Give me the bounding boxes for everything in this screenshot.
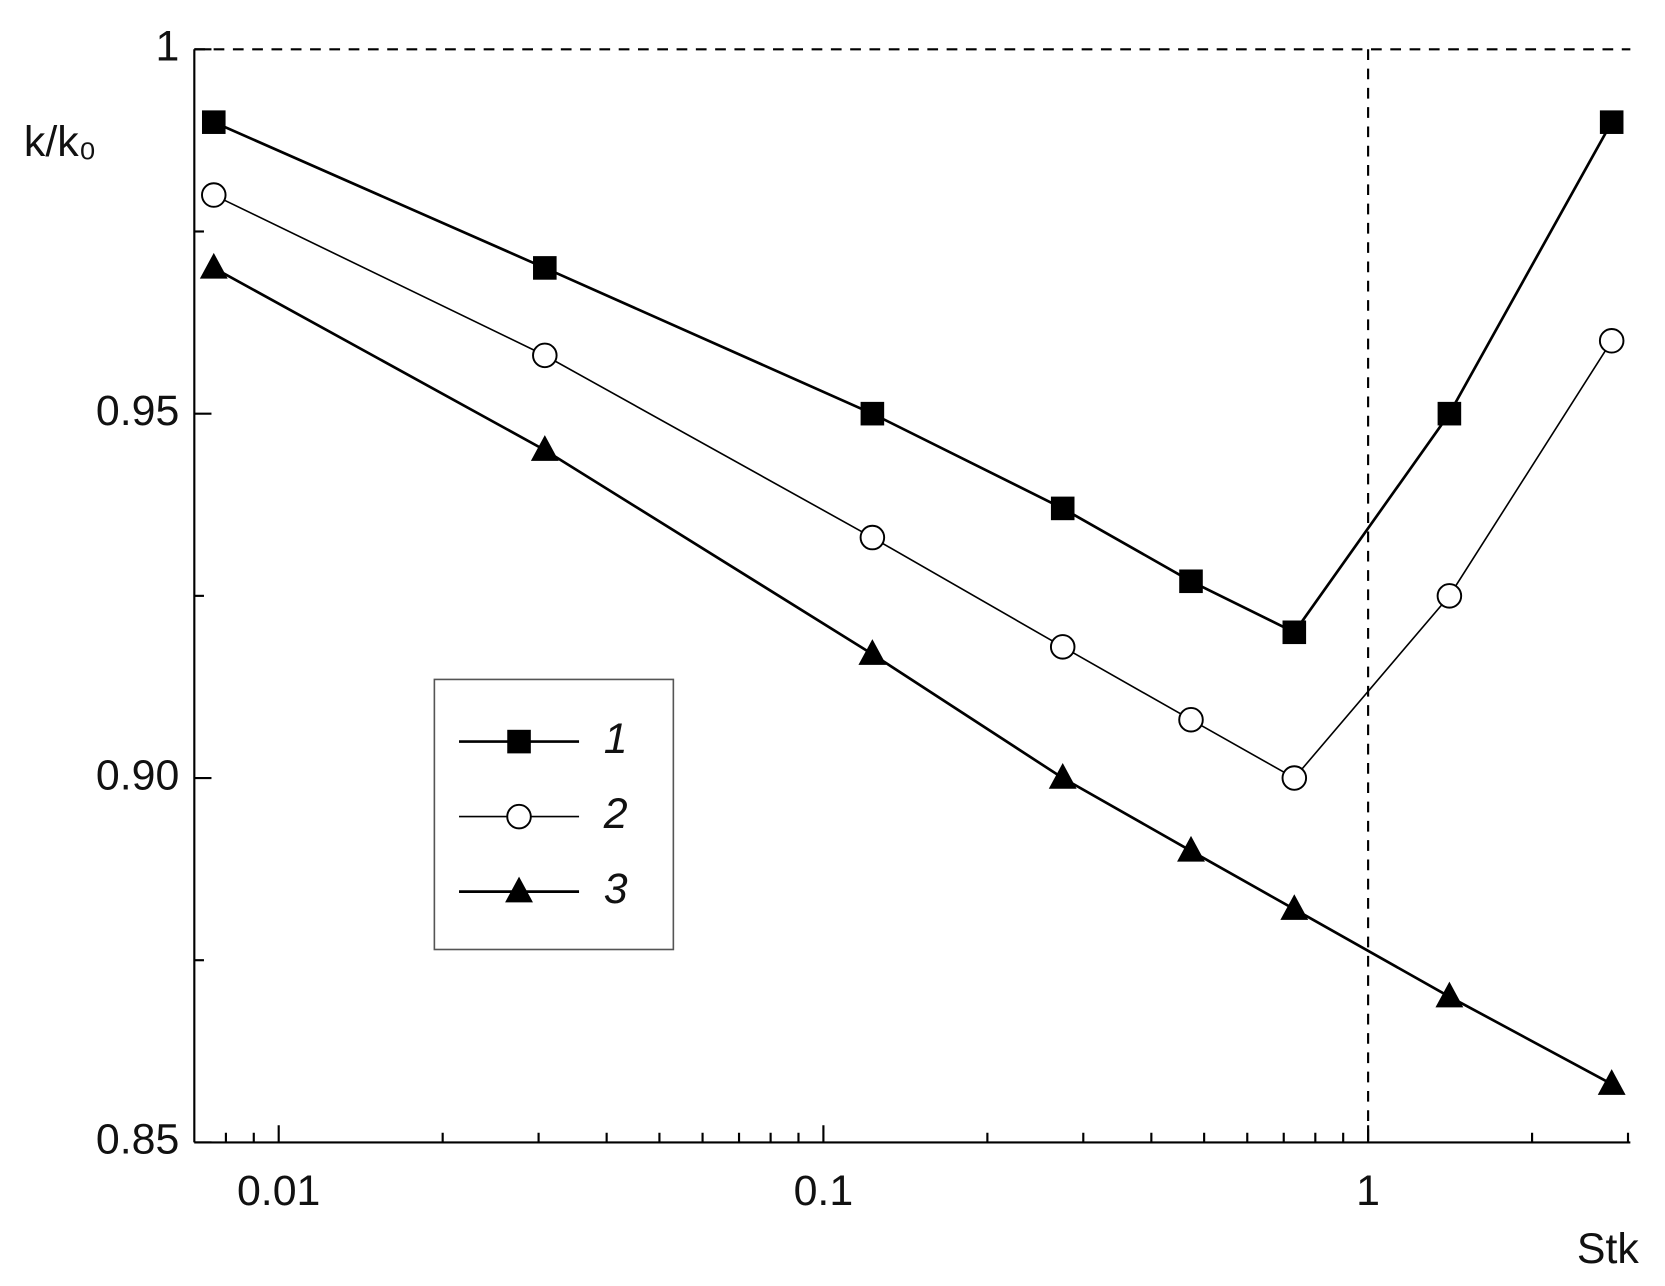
marker <box>533 256 557 280</box>
x-tick-label: 0.1 <box>794 1167 854 1215</box>
y-axis-label: k/k₀ <box>24 118 97 166</box>
legend-marker <box>505 876 533 903</box>
legend-box <box>433 678 675 951</box>
legend-label: 3 <box>604 865 628 913</box>
y-tick-label: 0.95 <box>96 387 179 435</box>
marker <box>1436 583 1463 609</box>
marker <box>1599 110 1624 134</box>
legend-label: 2 <box>603 790 628 838</box>
x-tick-label: 0.01 <box>237 1167 320 1215</box>
marker <box>532 342 558 369</box>
marker <box>1177 835 1205 862</box>
marker <box>530 435 559 461</box>
legend-marker <box>506 803 532 830</box>
marker <box>201 182 227 208</box>
y-tick-label: 1 <box>155 23 179 71</box>
marker <box>859 524 886 551</box>
marker <box>1179 569 1203 594</box>
legend-marker <box>507 729 531 754</box>
marker <box>1435 981 1464 1008</box>
y-tick-label: 0.85 <box>96 1116 179 1164</box>
marker <box>860 401 885 426</box>
marker <box>199 252 228 279</box>
x-tick-label: 1 <box>1356 1167 1380 1215</box>
marker <box>1597 1069 1626 1095</box>
legend-label: 1 <box>604 715 628 763</box>
marker <box>1178 706 1204 733</box>
marker <box>1282 620 1307 645</box>
marker <box>858 639 887 665</box>
series-line <box>213 120 1613 634</box>
marker <box>1050 496 1075 521</box>
marker <box>1437 401 1462 426</box>
marker <box>1048 763 1077 789</box>
series-line <box>213 194 1613 780</box>
x-axis-label: Stk <box>1577 1225 1639 1273</box>
marker <box>1280 894 1309 920</box>
legend: 1 2 3 <box>433 678 675 951</box>
y-tick-label: 0.90 <box>96 751 179 799</box>
marker <box>1281 765 1308 791</box>
marker <box>1049 634 1076 660</box>
marker <box>1598 328 1625 354</box>
series-line <box>213 266 1613 1086</box>
marker <box>201 110 226 134</box>
